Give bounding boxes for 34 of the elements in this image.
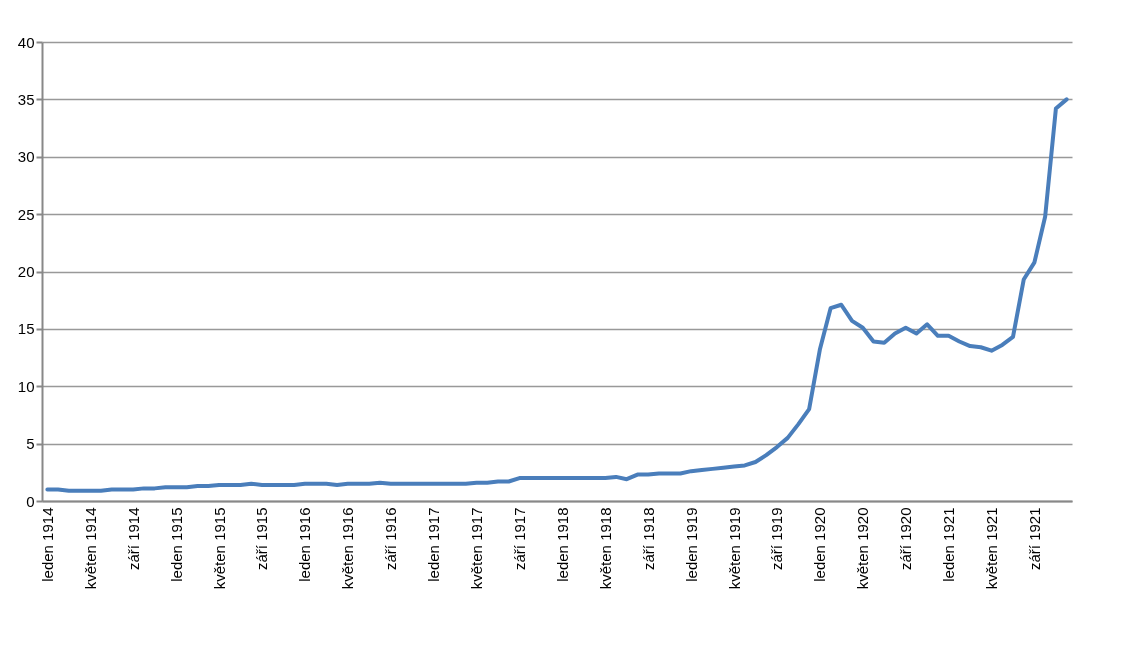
x-tick-label: květen 1921 <box>983 507 1001 590</box>
y-tick-label: 35 <box>17 90 35 108</box>
x-tick-label: leden 1917 <box>425 507 443 582</box>
x-tick-label: květen 1920 <box>854 507 872 590</box>
x-tick-label: květen 1919 <box>725 507 743 590</box>
y-tick-label: 40 <box>17 33 35 51</box>
x-tick-label: květen 1916 <box>339 507 357 590</box>
y-tick-label: 30 <box>17 148 35 166</box>
x-tick-label: září 1921 <box>1025 507 1043 571</box>
x-tick-label: květen 1915 <box>210 507 228 590</box>
y-tick-label: 15 <box>17 320 35 338</box>
y-tick-label: 5 <box>26 435 35 453</box>
y-tick-label: 25 <box>17 205 35 223</box>
x-tick-label: září 1915 <box>253 507 271 571</box>
x-tick-label: září 1914 <box>124 507 142 571</box>
x-tick-label: září 1919 <box>768 507 786 571</box>
x-tick-label: leden 1915 <box>167 507 185 582</box>
x-tick-label: září 1918 <box>639 507 657 571</box>
x-tick-label: květen 1917 <box>468 507 486 590</box>
x-tick-label: leden 1921 <box>940 507 958 582</box>
x-tick-label: září 1916 <box>382 507 400 571</box>
x-tick-label: leden 1918 <box>553 507 571 582</box>
x-tick-label: leden 1914 <box>38 507 56 582</box>
line-series <box>45 97 1069 493</box>
x-tick-label: leden 1920 <box>811 507 829 582</box>
x-tick-label: květen 1918 <box>596 507 614 590</box>
x-tick-label: květen 1914 <box>81 507 99 590</box>
x-tick-label: září 1917 <box>510 507 528 571</box>
y-tick-label: 20 <box>17 263 35 280</box>
x-tick-label: leden 1916 <box>296 507 314 582</box>
x-tick-label: září 1920 <box>897 507 915 571</box>
y-tick-label: 10 <box>17 377 35 395</box>
x-tick-label: leden 1919 <box>682 507 700 582</box>
y-tick-label: 0 <box>26 492 35 510</box>
